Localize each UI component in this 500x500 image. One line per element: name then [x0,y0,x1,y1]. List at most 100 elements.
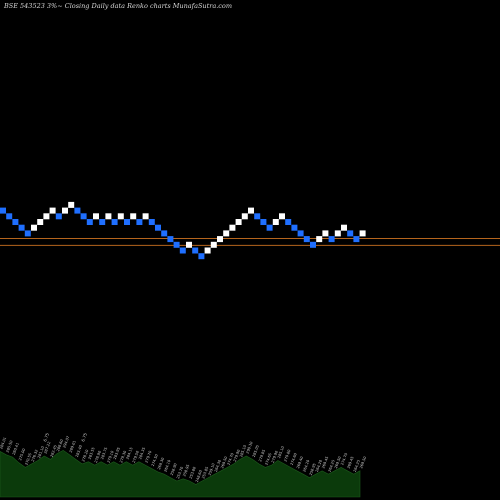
volume-label: 279.80 [283,448,291,462]
brick-up [62,207,68,214]
brick-down [291,224,298,231]
volume-label: 284.35 [138,447,146,460]
price-label: 6.75 [80,432,88,443]
brick-up [248,207,254,214]
brick-down [124,219,130,225]
brick-up [341,224,347,231]
brick-up [49,207,56,214]
brick-up [117,213,124,220]
volume-label: 274.70 [227,452,235,466]
volume-label: 269.50 [334,455,342,469]
volume-label: 284.01 [0,437,7,450]
volume-label: 269.45 [321,456,329,469]
brick-down [347,230,354,237]
brick-down [148,219,155,225]
volume-series [0,449,361,498]
volume-label: 283.95 [113,447,121,460]
volume-label: 274.50 [151,453,159,467]
brick-down [24,230,31,237]
brick-down [136,219,143,225]
volume-label: 269.50 [359,455,367,469]
volume-label: 270.55 [24,453,32,466]
brick-down [285,219,292,225]
volume-label: 275.00 [18,447,26,461]
volume-labels: 284.01285.50280.41275.00270.55276.32281.… [0,432,367,483]
brick-down [80,213,87,220]
volume-label: 279.70 [144,450,152,464]
brick-up [204,247,211,254]
volume-label: 288.60 [56,438,64,452]
volume-label: 258.95 [309,463,317,476]
brick-down [6,213,13,220]
brick-up [316,236,323,243]
brick-down [297,230,304,237]
volume-label: 279.10 [107,450,115,464]
volume-label: 285.10 [277,445,285,459]
chart-title: BSE 543523 3%~ Closing Daily data Renko … [4,2,232,10]
volume-label: 264.25 [353,459,361,472]
brick-down [74,207,81,214]
volume-label: 264.25 [328,459,336,472]
volume-label: 283.55 [88,447,96,460]
brick-down [192,247,199,254]
brick-up [217,236,223,243]
brick-up [279,213,285,220]
brick-up [272,219,279,225]
volume-label: 264.20 [302,459,310,473]
volume-label: 282.45 [50,445,58,458]
volume-label: 274.60 [290,452,298,466]
brick-up [68,201,75,208]
brick-down [167,236,174,243]
brick-up [223,230,230,237]
price-label: 6.75 [42,432,50,443]
brick-down [86,219,93,225]
volume-label: 284.15 [125,447,133,460]
volume-label: 290.30 [245,440,253,454]
volume-label: 269.45 [347,456,355,469]
brick-down [99,219,106,225]
volume-label: 285.10 [239,444,247,458]
volume-label: 269.30 [157,456,165,470]
brick-down [161,230,168,237]
volume-label: 289.01 [69,440,77,453]
volume-label: 253.85 [201,466,209,479]
brick-down [254,213,261,220]
volume-label: 274.70 [340,452,348,466]
volume-label: 264.30 [214,459,222,473]
brick-up [130,213,137,220]
volume-label: 279.30 [119,450,127,464]
brick-down [328,236,335,243]
brick-down [310,241,316,248]
volume-label: 279.90 [271,450,279,464]
volume-label: 264.10 [163,459,171,473]
brick-down [12,219,19,225]
volume-label: 253.80 [189,466,197,480]
brick-down [266,224,273,231]
brick-down [179,247,186,254]
volume-label: 258.90 [170,462,178,476]
volume-label: 278.90 [94,450,102,464]
volume-label: 276.32 [31,449,39,462]
volume-label: 279.85 [258,449,266,462]
brick-down [155,224,161,231]
brick-up [142,213,149,220]
brick-up [93,213,99,220]
brick-down [353,236,360,243]
volume-label: 264.20 [315,459,323,473]
brick-down [303,236,310,243]
brick-up [31,224,37,231]
brick-up [229,224,236,231]
volume-label: 283.75 [100,447,108,460]
brick-down [55,213,62,220]
volume-label: 278.20 [81,448,89,462]
volume-label: 269.40 [296,455,304,469]
volume-label: 283.40 [75,444,83,458]
volume-label: 279.90 [233,448,241,462]
volume-label: 294.07 [62,435,70,448]
brick-up [334,230,341,237]
volume-label: 281.10 [37,445,45,459]
brick-up [105,213,112,220]
volume-area [0,449,361,498]
volume-label: 269.50 [220,455,228,469]
